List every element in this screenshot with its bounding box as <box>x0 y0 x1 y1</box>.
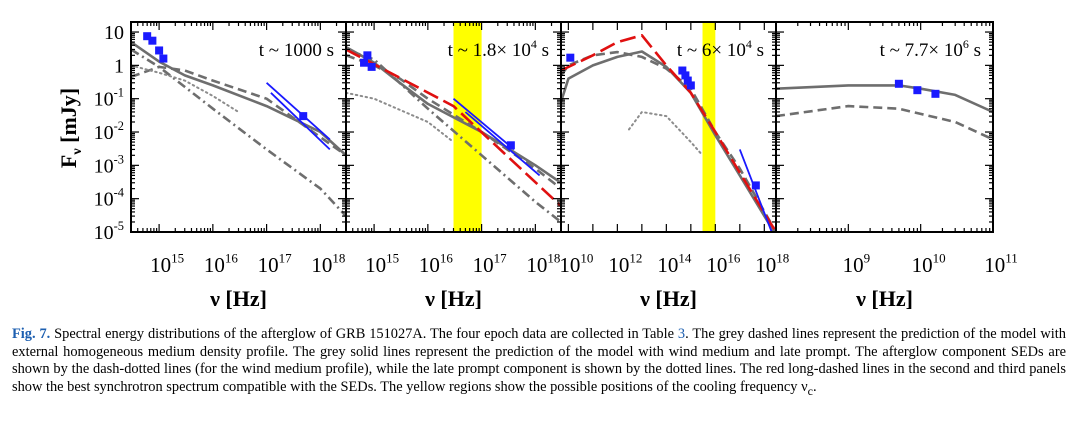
series-homogeneous-medium-model <box>776 104 993 141</box>
data-point <box>367 62 376 71</box>
x-axis-title: ν [Hz] <box>424 286 482 311</box>
x-tick-label: 1016 <box>419 251 454 277</box>
caption-text-2: . The grey dashed lines represent the pr… <box>12 326 1066 395</box>
y-tick-label: 10 <box>104 22 124 44</box>
data-point <box>913 86 922 95</box>
sed-panel-2: 1015 1016 1017 1018 t ~ 1.8× 104 s ν [Hz] <box>345 21 562 311</box>
y-axis-title: Fν [mJy] <box>56 88 85 168</box>
series-x-ray-fit-2 <box>270 92 331 151</box>
series-afterglow-component <box>131 48 346 217</box>
x-axis-title: ν [Hz] <box>639 286 697 311</box>
series-homogeneous-medium-model <box>131 65 346 157</box>
series-synchrotron-fit <box>561 33 776 232</box>
sed-panel-3: 1010 1012 1014 1016 1018 t ~ 6× 104 s ν [Hz] <box>559 21 790 311</box>
cooling-frequency-region <box>453 22 482 232</box>
x-tick-label: 1016 <box>204 251 239 277</box>
plot-area <box>131 32 346 217</box>
x-axis-title: ν [Hz] <box>209 286 267 311</box>
plot-area <box>561 22 776 232</box>
x-tick-label: 1018 <box>526 251 561 277</box>
y-tick-label: 10-5 <box>94 219 124 244</box>
table-reference-link[interactable]: 3 <box>677 326 686 342</box>
data-point <box>159 54 168 63</box>
data-point <box>566 53 575 62</box>
x-tick-label: 1010 <box>559 251 594 277</box>
epoch-label: t ~ 1000 s <box>259 40 334 61</box>
series-x-ray-fit <box>452 98 515 151</box>
x-tick-label: 109 <box>843 251 871 277</box>
series-x-ray-fit <box>265 82 331 141</box>
data-point <box>751 181 760 190</box>
caption-text-1: Spectral energy distributions of the aft… <box>50 326 678 342</box>
x-tick-label: 1014 <box>657 251 692 277</box>
epoch-label: t ~ 1.8× 104 s <box>448 37 549 61</box>
x-tick-label: 1016 <box>706 251 741 277</box>
x-tick-label: 1015 <box>150 251 184 277</box>
data-point <box>360 58 369 67</box>
y-tick-label: 1 <box>114 55 124 77</box>
series-late-prompt-component <box>628 111 704 157</box>
data-point <box>299 112 308 121</box>
y-axis-tick-labels: 10 1 10-1 10-2 10-3 10-4 10-5 <box>94 22 124 244</box>
series-homogeneous-medium-model <box>561 50 776 232</box>
x-axis-title: ν [Hz] <box>855 286 913 311</box>
plot-area <box>346 22 561 232</box>
caption-subscript: c <box>807 383 813 398</box>
data-point <box>363 51 372 60</box>
x-tick-label: 1017 <box>473 251 508 277</box>
panel-frame <box>775 21 994 233</box>
y-tick-label: 10-1 <box>94 86 124 111</box>
data-point <box>155 46 164 55</box>
data-point <box>931 89 940 98</box>
data-point <box>678 66 687 75</box>
caption-text-3: . <box>812 378 817 395</box>
plot-area <box>776 79 993 141</box>
x-tick-label: 1015 <box>365 251 399 277</box>
series-wind-medium-late-prompt <box>561 50 776 232</box>
x-tick-label: 1018 <box>755 251 790 277</box>
series-wind-medium-late-prompt <box>346 46 561 184</box>
epoch-label: t ~ 7.7× 106 s <box>880 37 981 61</box>
x-tick-label: 1018 <box>311 251 346 277</box>
data-point <box>894 79 903 88</box>
series-synchrotron-fit <box>346 48 561 208</box>
x-tick-label: 1012 <box>608 251 642 277</box>
data-point <box>143 32 152 41</box>
data-point <box>686 81 695 90</box>
series-x-ray-fit <box>738 149 773 232</box>
sed-panels: 1015 1016 1017 1018 t ~ 1000 s ν [Hz] 1015 1016… <box>130 21 1018 311</box>
y-tick-label: 10-3 <box>94 152 124 177</box>
sed-panel-4: 109 1010 1011 t ~ 7.7× 106 s ν [Hz] <box>775 21 1018 311</box>
x-tick-label: 1010 <box>912 251 947 277</box>
sed-panel-1: 1015 1016 1017 1018 t ~ 1000 s ν [Hz] <box>130 21 347 311</box>
y-tick-label: 10-4 <box>94 186 124 211</box>
series-late-prompt-component <box>131 64 240 113</box>
cooling-frequency-region <box>702 22 716 232</box>
y-tick-label: 10-2 <box>94 119 124 144</box>
epoch-label: t ~ 6× 104 s <box>677 37 764 61</box>
y-axis-label: Fν [mJy] <box>56 88 85 168</box>
series-late-prompt-component <box>346 91 455 143</box>
x-tick-label: 1017 <box>258 251 293 277</box>
figure-caption: Fig. 7. Spectral energy distributions of… <box>12 326 1066 400</box>
data-point <box>683 76 692 85</box>
data-point <box>148 36 157 45</box>
series-x-ray-fit-2 <box>464 111 541 177</box>
series-wind-medium-late-prompt <box>776 84 993 114</box>
data-point <box>506 141 515 150</box>
x-tick-label: 1011 <box>984 251 1018 277</box>
data-point <box>681 71 690 80</box>
figure-label[interactable]: Fig. 7. <box>12 326 51 342</box>
